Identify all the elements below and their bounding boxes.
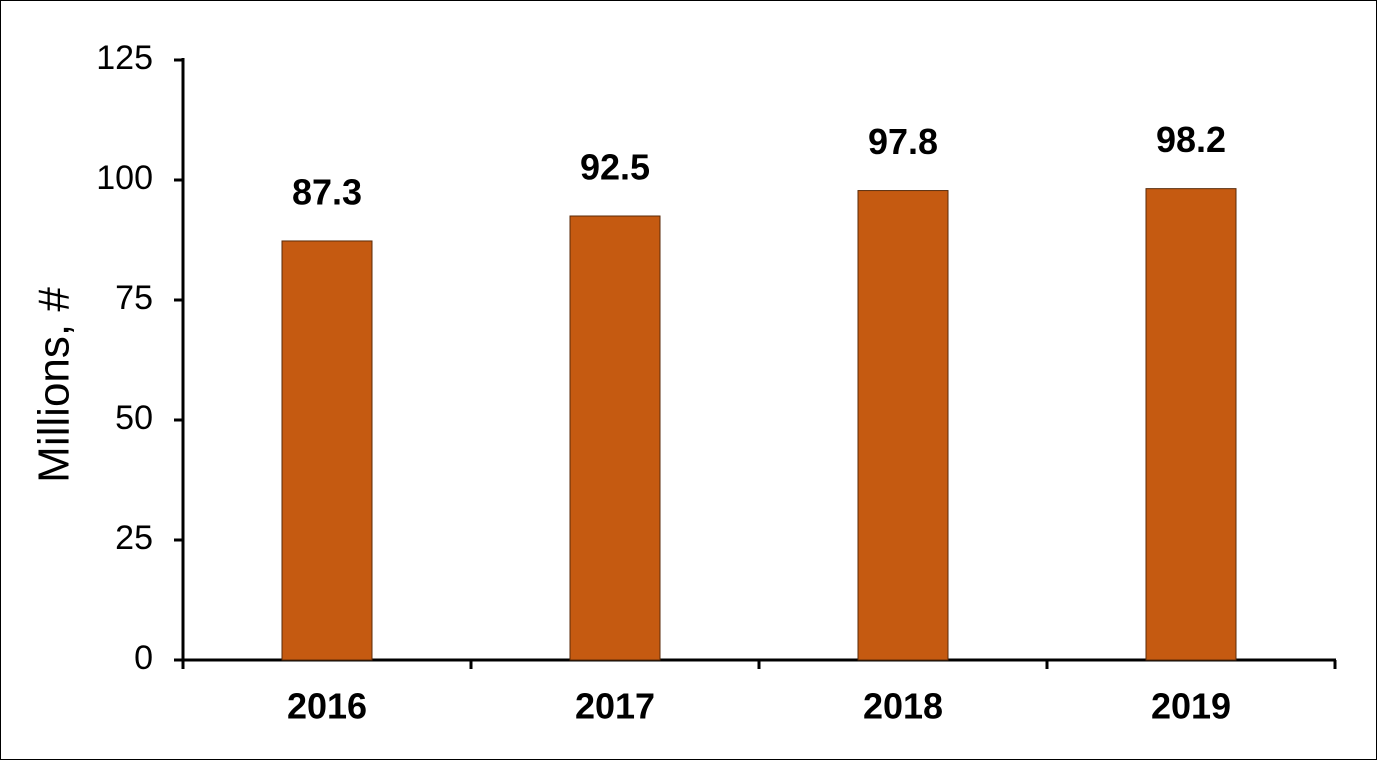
data-label: 87.3 [292,171,362,212]
data-label: 92.5 [580,147,650,188]
x-tick-label: 2019 [1151,686,1231,727]
x-tick-label: 2017 [575,686,655,727]
y-axis-label: Millions, # [30,287,79,483]
bar [569,215,661,661]
data-label: 98.2 [1156,119,1226,160]
bar [1145,188,1237,661]
x-tick-label: 2018 [863,686,943,727]
bar [281,240,373,661]
y-tick-label: 100 [96,159,153,197]
x-tick-label: 2016 [287,686,367,727]
y-tick-label: 75 [115,279,153,317]
bar [857,190,949,661]
y-tick-label: 125 [96,39,153,77]
y-tick-label: 50 [115,399,153,437]
y-tick-label: 25 [115,519,153,557]
data-label: 97.8 [868,121,938,162]
y-tick-label: 0 [134,639,153,677]
